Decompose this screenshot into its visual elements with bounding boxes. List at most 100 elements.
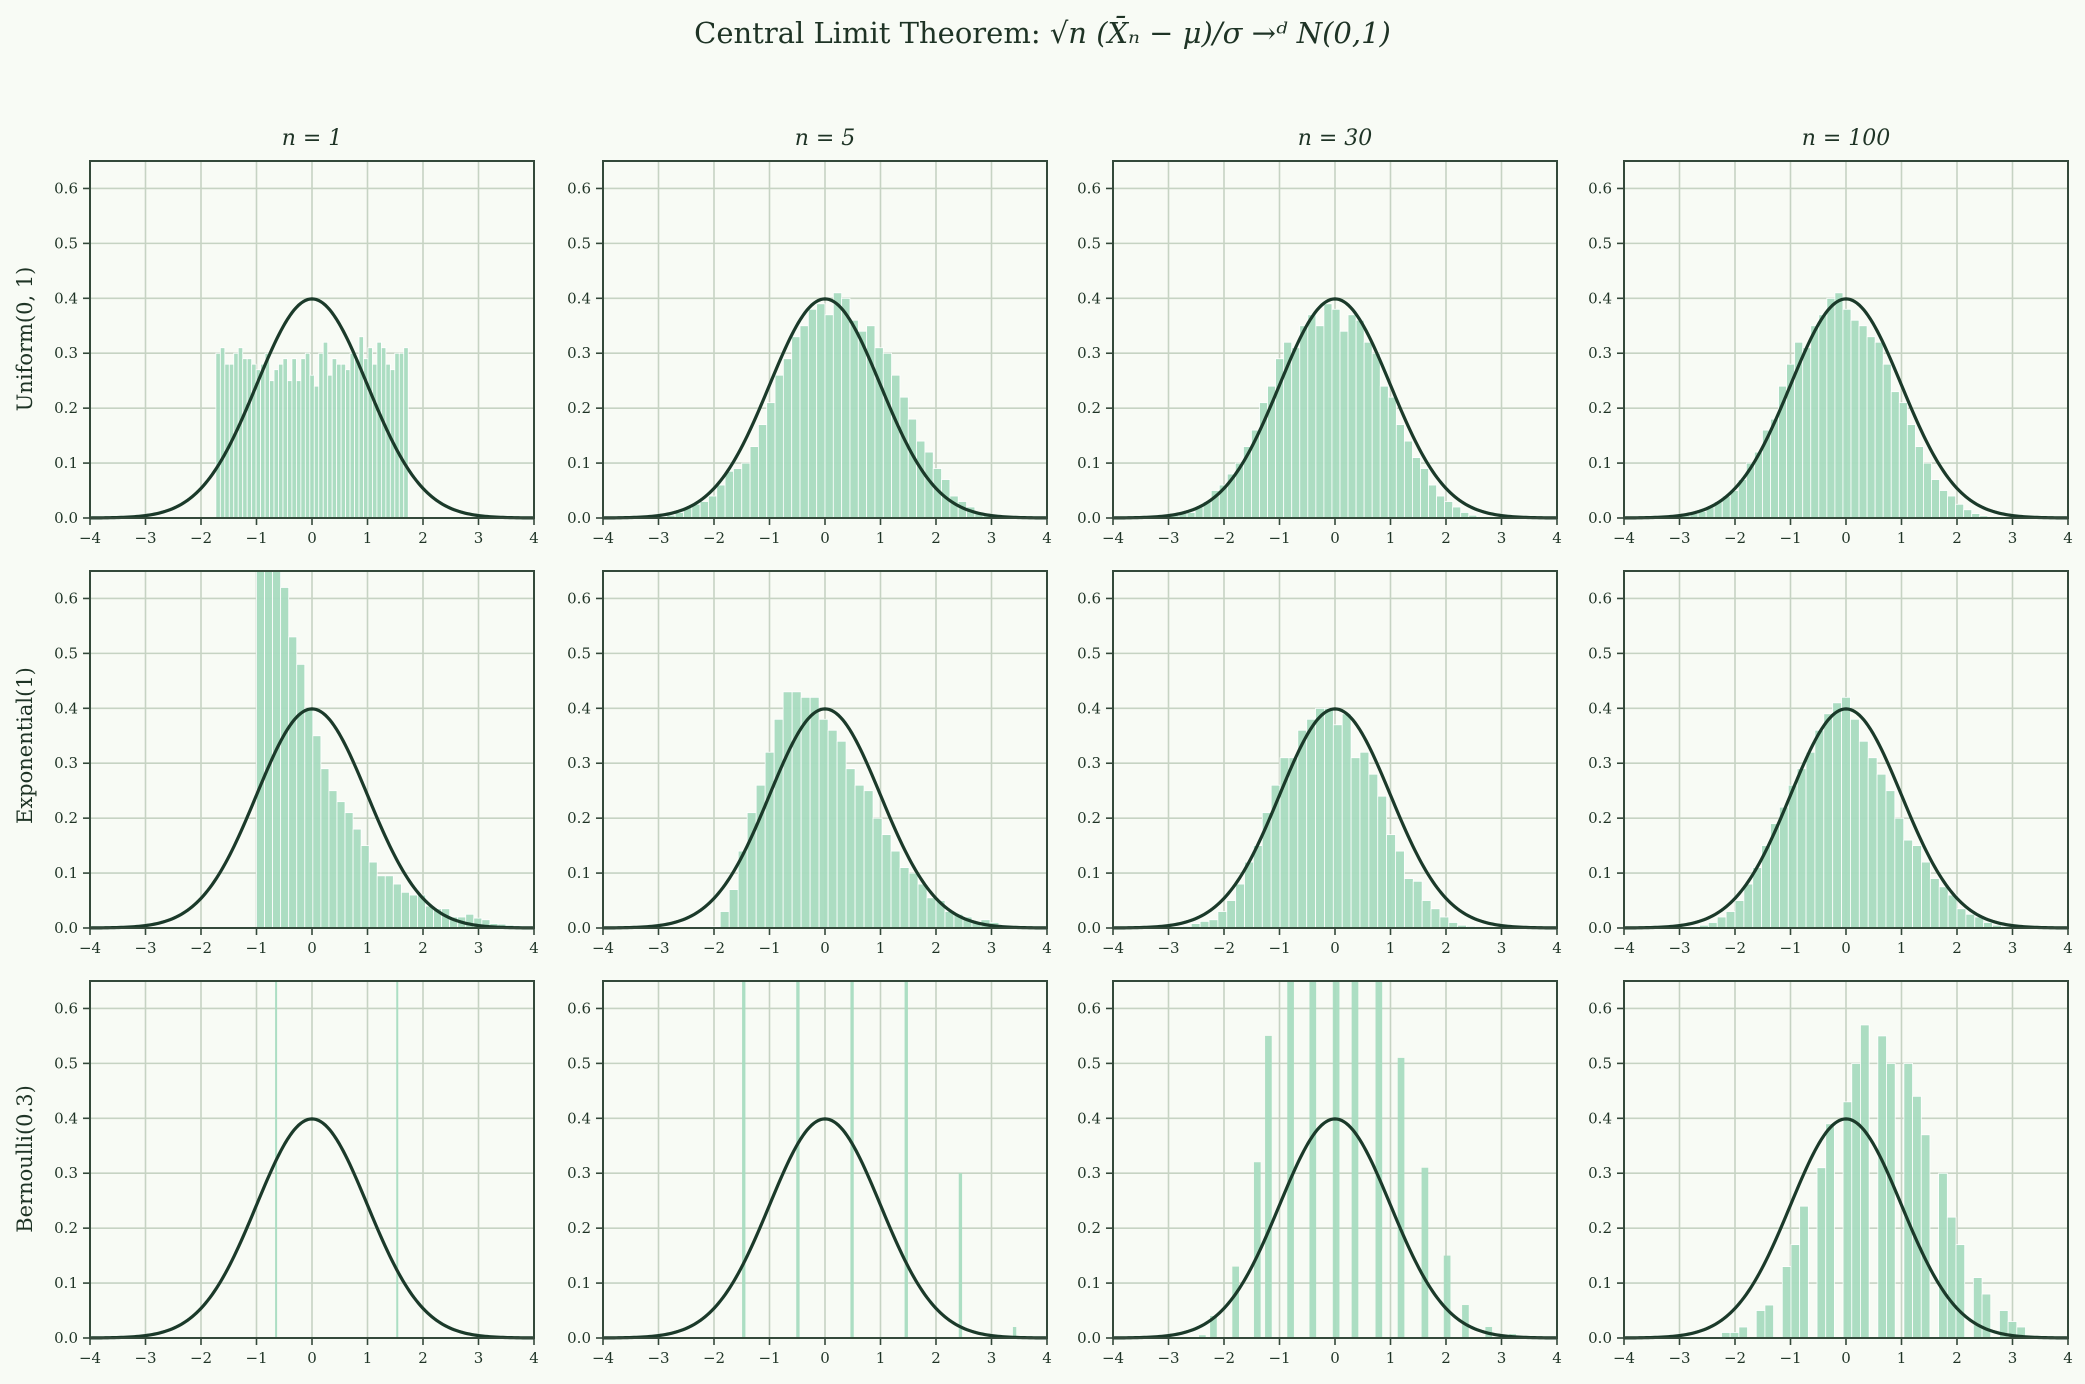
y-tick-label: 0.2 <box>567 809 591 827</box>
y-tick-label: 0.6 <box>54 999 78 1017</box>
histogram-bars <box>710 691 1036 928</box>
x-tick-label: 4 <box>529 939 539 957</box>
y-tick-label: 0.3 <box>54 754 78 772</box>
y-tick-label: 0.5 <box>54 644 78 662</box>
y-tick-label: 0.6 <box>1077 179 1101 197</box>
x-tick-label: 2 <box>931 939 941 957</box>
y-tick-label: 0.4 <box>54 1109 78 1127</box>
x-tick-label: 4 <box>1042 939 1052 957</box>
x-tick-label: −4 <box>79 1349 101 1367</box>
y-tick-label: 0.5 <box>1588 234 1612 252</box>
x-tick-label: −3 <box>1157 529 1179 547</box>
y-tick-label: 0.2 <box>1588 809 1612 827</box>
panel-exponential-n100: −4 −3 −2 −1 0 1 2 3 4 0.0 0.1 0.2 0.3 0.4 0.5 0.6 <box>1588 570 2073 957</box>
x-tick-label: 2 <box>418 939 428 957</box>
x-tick-label: 0 <box>820 529 830 547</box>
y-tick-label: 0.4 <box>1077 699 1101 717</box>
x-tick-label: 4 <box>1552 939 1562 957</box>
x-tick-label: 0 <box>1330 1349 1340 1367</box>
x-tick-label: 0 <box>1841 939 1851 957</box>
y-tick-label: 0.6 <box>1588 179 1612 197</box>
x-tick-label: 3 <box>474 529 484 547</box>
y-tick-label: 0.2 <box>54 399 78 417</box>
x-tick-label: 1 <box>876 1349 886 1367</box>
normal-pdf-curve <box>1112 297 1558 520</box>
y-tick-label: 0.4 <box>54 289 78 307</box>
x-tick-label: 3 <box>474 1349 484 1367</box>
x-tick-label: 4 <box>2063 529 2073 547</box>
x-tick-label: 4 <box>529 1349 539 1367</box>
x-tick-label: −3 <box>134 529 156 547</box>
normal-pdf-curve <box>602 707 1048 930</box>
y-tick-label: 0.1 <box>1588 454 1612 472</box>
x-tick-label: −2 <box>703 1349 725 1367</box>
panel-bernoulli-n100: −4 −3 −2 −1 0 1 2 3 4 0.0 0.1 0.2 0.3 0.4 0.5 0.6 <box>1588 980 2073 1367</box>
x-tick-label: −1 <box>245 529 267 547</box>
y-tick-label: 0.2 <box>54 809 78 827</box>
y-tick-label: 0.5 <box>1077 1054 1101 1072</box>
y-tick-label: 0.1 <box>54 1274 78 1292</box>
y-tick-label: 0.3 <box>567 754 591 772</box>
x-tick-label: 2 <box>418 529 428 547</box>
x-tick-label: −1 <box>758 1349 780 1367</box>
x-tick-label: 0 <box>307 939 317 957</box>
y-tick-label: 0.6 <box>567 999 591 1017</box>
panel-exponential-n5: −4 −3 −2 −1 0 1 2 3 4 0.0 0.1 0.2 0.3 0.4 0.5 0.6 <box>567 570 1052 957</box>
normal-pdf-curve <box>1112 707 1558 930</box>
panel-uniform-n30: −4 −3 −2 −1 0 1 2 3 4 0.0 0.1 0.2 0.3 0.4 0.5 0.6 <box>1077 160 1562 547</box>
x-tick-label: 4 <box>2063 1349 2073 1367</box>
panel-bernoulli-n5: −4 −3 −2 −1 0 1 2 3 4 0.0 0.1 0.2 0.3 0.4 0.5 0.6 <box>567 980 1052 1367</box>
panel-exponential-n30: −4 −3 −2 −1 0 1 2 3 4 0.0 0.1 0.2 0.3 0.4 0.5 0.6 <box>1077 570 1562 957</box>
x-tick-label: −2 <box>703 939 725 957</box>
y-tick-label: 0.0 <box>1588 509 1612 527</box>
y-tick-label: 0.5 <box>567 1054 591 1072</box>
y-tick-label: 0.4 <box>1588 1109 1612 1127</box>
y-tick-label: 0.6 <box>567 179 591 197</box>
x-tick-label: 0 <box>1330 939 1340 957</box>
x-tick-label: −4 <box>1102 529 1124 547</box>
x-tick-label: −3 <box>1157 939 1179 957</box>
x-tick-label: 0 <box>1330 529 1340 547</box>
x-tick-label: −2 <box>190 939 212 957</box>
column-title-n5: n = 5 <box>794 126 856 151</box>
y-tick-label: 0.6 <box>1077 589 1101 607</box>
x-tick-label: −3 <box>647 939 669 957</box>
normal-pdf-curve <box>1623 297 2069 520</box>
y-tick-label: 0.5 <box>1077 234 1101 252</box>
y-tick-label: 0.4 <box>54 699 78 717</box>
x-tick-label: −1 <box>758 529 780 547</box>
x-tick-label: 2 <box>1952 529 1962 547</box>
figure-title-text: Central Limit Theorem: <box>694 16 1050 50</box>
histogram-bars <box>742 981 1017 1338</box>
y-tick-label: 0.1 <box>1077 454 1101 472</box>
x-tick-label: 1 <box>363 939 373 957</box>
normal-pdf-curve <box>89 707 535 930</box>
x-tick-label: 3 <box>474 939 484 957</box>
x-tick-label: −1 <box>1268 1349 1290 1367</box>
x-tick-label: 2 <box>1952 939 1962 957</box>
panel-uniform-n5: −4 −3 −2 −1 0 1 2 3 4 0.0 0.1 0.2 0.3 0.4 0.5 0.6 <box>567 160 1052 547</box>
y-tick-label: 0.1 <box>54 454 78 472</box>
y-tick-label: 0.1 <box>567 1274 591 1292</box>
y-tick-label: 0.2 <box>54 1219 78 1237</box>
x-tick-label: 2 <box>1441 1349 1451 1367</box>
y-tick-label: 0.0 <box>567 1329 591 1347</box>
y-tick-label: 0.5 <box>54 234 78 252</box>
histogram-bars <box>1162 303 1478 518</box>
y-tick-label: 0.3 <box>1077 344 1101 362</box>
figure-title-formula: √n (X̄ₙ − μ)/σ →ᵈ N(0,1) <box>1049 16 1391 50</box>
x-tick-label: −2 <box>1213 1349 1235 1367</box>
y-tick-label: 0.3 <box>1077 754 1101 772</box>
x-tick-label: −3 <box>1668 529 1690 547</box>
x-tick-label: 4 <box>2063 939 2073 957</box>
x-tick-label: 3 <box>987 529 997 547</box>
histogram-bars <box>1199 981 1516 1338</box>
y-tick-label: 0.0 <box>54 1329 78 1347</box>
y-tick-label: 0.4 <box>1077 1109 1101 1127</box>
x-tick-label: 1 <box>1386 1349 1396 1367</box>
y-tick-label: 0.3 <box>567 344 591 362</box>
x-tick-label: −2 <box>1724 1349 1746 1367</box>
y-tick-label: 0.4 <box>567 1109 591 1127</box>
y-tick-label: 0.5 <box>1588 1054 1612 1072</box>
